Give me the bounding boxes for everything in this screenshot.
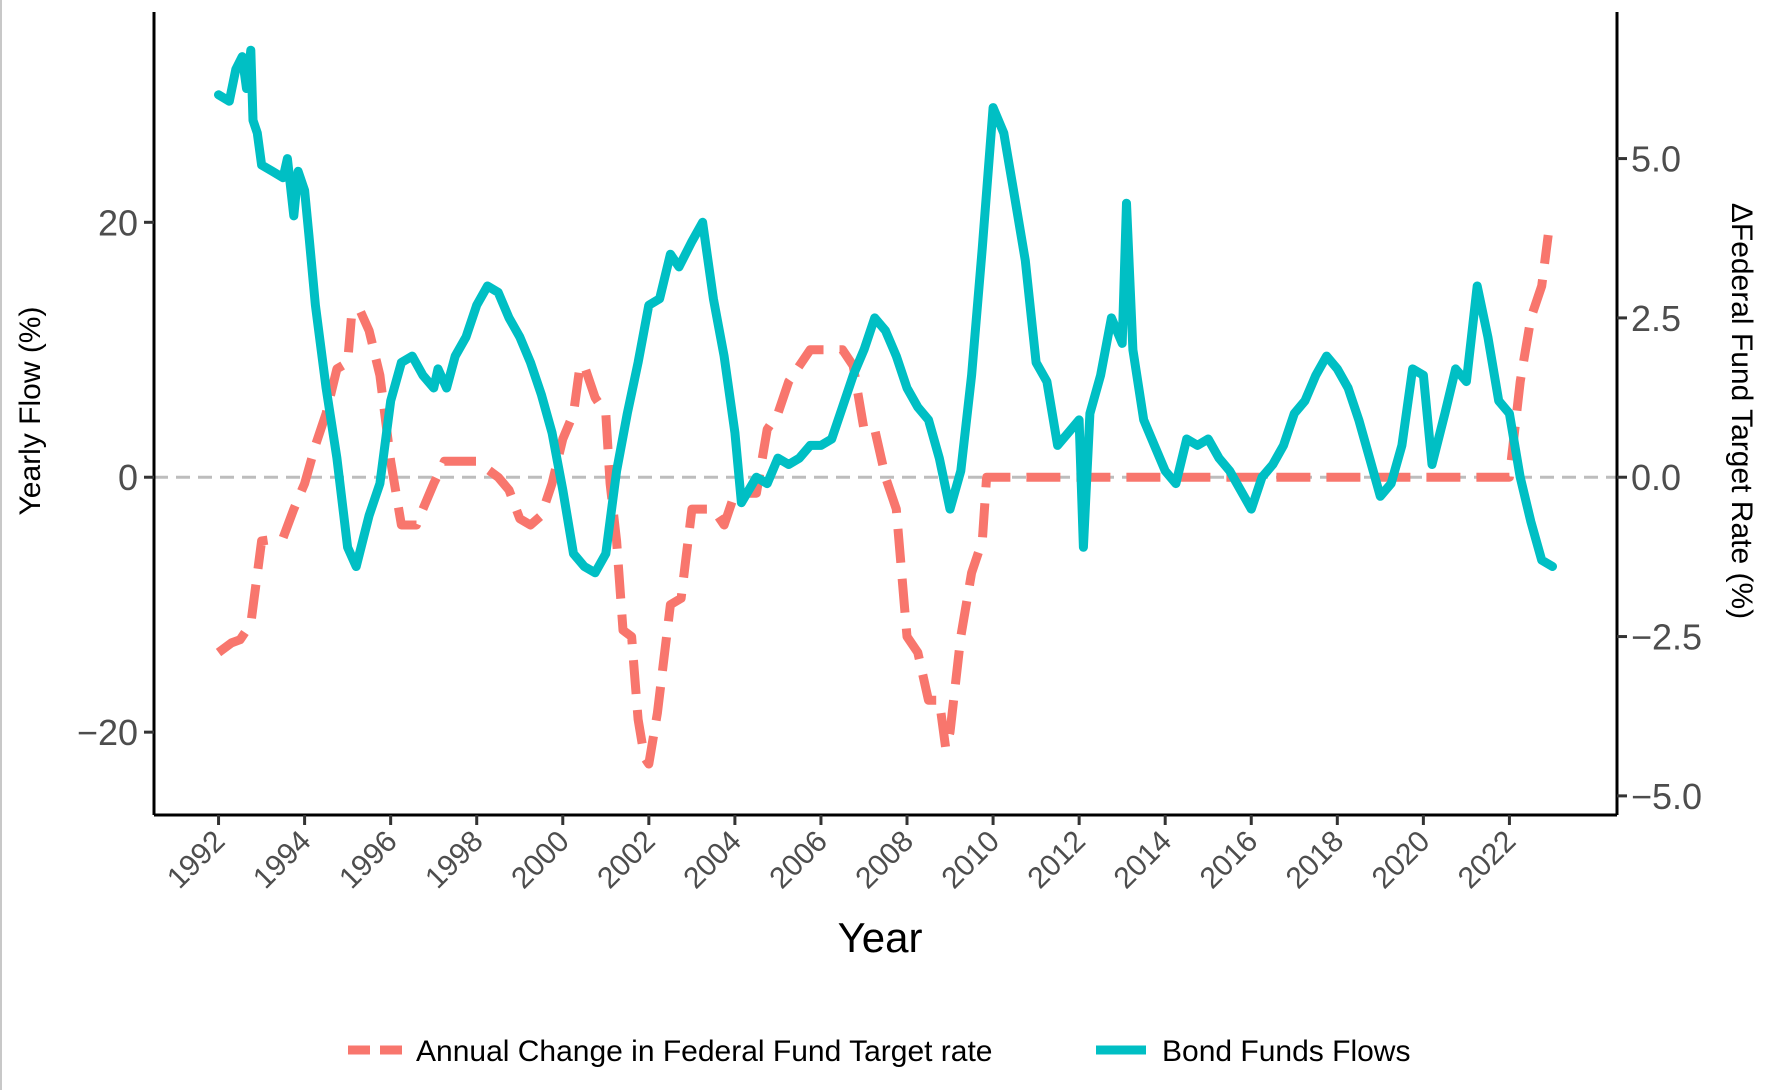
series-line-bond-fund-flows [214,45,1557,578]
x-tick-label: 2022 [1452,825,1523,896]
y-left-tick-label: −20 [77,712,138,753]
right-y-axis-ticks: −5.0 −2.5 0.0 2.5 5.0 [1617,139,1702,817]
y-left-tick-label: 0 [118,457,138,498]
x-tick-label: 2010 [935,825,1006,896]
y-right-tick-label: −5.0 [1631,776,1702,817]
left-y-axis-ticks: −20 0 20 [77,202,154,753]
x-axis-title: Year [838,914,923,961]
series-line-fed-rate-change [215,234,1553,769]
y-left-tick-label: 20 [98,202,138,243]
x-tick-label: 1994 [247,825,318,896]
x-axis-ticks: 1992 1994 1996 1998 2000 2002 2004 2006 2008 2010… [161,815,1522,895]
legend-label-bond-flows: Bond Funds Flows [1162,1035,1410,1068]
x-tick-label: 2008 [849,825,920,896]
x-tick-label: 2012 [1022,825,1093,896]
y-right-tick-label: 2.5 [1631,298,1681,339]
x-tick-label: 2014 [1108,825,1179,896]
x-tick-label: 2016 [1194,825,1265,896]
legend: Annual Change in Federal Fund Target rat… [348,1035,1410,1068]
legend-label-fed-rate: Annual Change in Federal Fund Target rat… [416,1035,993,1068]
y-right-tick-label: −2.5 [1631,617,1702,658]
x-tick-label: 1992 [161,825,232,896]
y-axis-left-title: Yearly Flow (%) [14,307,47,516]
x-tick-label: 2002 [591,825,662,896]
x-tick-label: 2020 [1366,825,1437,896]
x-tick-label: 1998 [419,825,490,896]
y-right-tick-label: 0.0 [1631,457,1681,498]
page-left-border [0,0,2,1090]
series-lines [214,45,1557,769]
x-tick-label: 2018 [1280,825,1351,896]
x-tick-label: 2006 [763,825,834,896]
y-axis-right-title: ΔFederal Fund Target Rate (%) [1725,203,1758,619]
y-right-tick-label: 5.0 [1631,139,1681,180]
x-tick-label: 2004 [677,825,748,896]
axes [152,12,1619,817]
x-tick-label: 2000 [505,825,576,896]
x-tick-label: 1996 [333,825,404,896]
